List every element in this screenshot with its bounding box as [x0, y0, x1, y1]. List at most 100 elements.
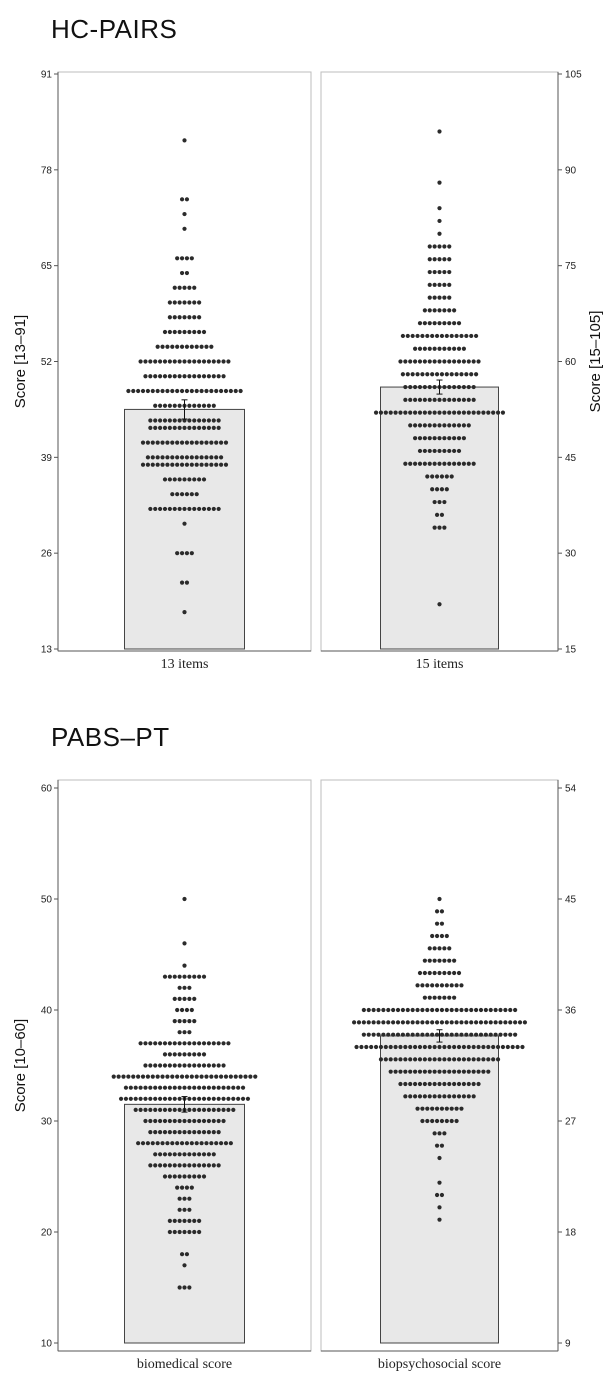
- data-point: [422, 461, 427, 466]
- data-point: [422, 346, 427, 351]
- data-point: [466, 384, 471, 390]
- data-point: [454, 1118, 459, 1124]
- data-point: [442, 461, 447, 466]
- data-point: [197, 359, 202, 364]
- data-point: [427, 295, 432, 300]
- data-point: [192, 996, 197, 1001]
- data-point: [459, 1106, 464, 1111]
- data-point: [439, 933, 445, 939]
- data-point: [391, 1007, 396, 1013]
- data-point: [427, 1081, 432, 1087]
- data-point: [430, 1118, 435, 1124]
- data-point: [500, 1044, 506, 1050]
- data-point: [422, 384, 427, 390]
- data-point: [172, 285, 177, 290]
- data-point: [172, 1163, 177, 1168]
- data-point: [179, 440, 185, 445]
- left-tick-label: 50: [41, 895, 53, 906]
- data-point: [425, 1118, 430, 1124]
- data-point: [442, 397, 447, 402]
- data-point: [486, 410, 491, 415]
- data-point: [206, 1163, 211, 1168]
- data-point: [150, 455, 155, 460]
- data-point: [187, 315, 192, 320]
- data-point: [422, 1057, 427, 1062]
- data-point: [182, 315, 187, 320]
- data-point: [461, 461, 466, 466]
- data-point: [452, 1081, 457, 1087]
- data-point: [177, 1030, 182, 1035]
- data-point: [466, 397, 471, 402]
- data-point: [405, 372, 410, 377]
- data-point: [422, 448, 427, 454]
- data-point: [420, 1007, 425, 1013]
- data-point: [209, 462, 214, 467]
- data-point: [158, 1107, 163, 1112]
- data-point: [187, 1196, 192, 1201]
- data-point: [391, 1020, 396, 1025]
- data-point: [447, 1081, 452, 1087]
- data-point: [177, 477, 182, 482]
- data-point: [471, 384, 476, 390]
- data-point: [434, 1106, 440, 1111]
- data-point: [427, 308, 432, 313]
- data-point: [403, 461, 408, 466]
- data-point: [427, 244, 432, 249]
- data-point: [437, 282, 442, 287]
- data-point: [442, 436, 447, 441]
- data-point: [420, 1032, 425, 1037]
- data-point: [417, 423, 423, 428]
- category-label-1: 13 items: [161, 657, 209, 670]
- data-point: [182, 610, 187, 615]
- data-point: [439, 1143, 445, 1148]
- data-point: [452, 995, 457, 1000]
- data-point: [427, 461, 432, 466]
- data-point: [194, 1074, 199, 1079]
- data-point: [415, 1020, 420, 1025]
- data-point: [228, 1141, 233, 1146]
- left-axis-label: Score [10–60]: [12, 1019, 29, 1112]
- data-point: [201, 329, 207, 335]
- data-point: [162, 1174, 168, 1179]
- data-point: [214, 1074, 219, 1079]
- data-point: [422, 423, 427, 428]
- data-point: [223, 462, 229, 467]
- data-point: [187, 1163, 192, 1168]
- data-point: [221, 1063, 226, 1068]
- data-point: [162, 1063, 168, 1068]
- data-point: [240, 1085, 246, 1090]
- data-point: [437, 180, 442, 185]
- data-point: [192, 1118, 197, 1124]
- data-point: [425, 474, 430, 479]
- data-point: [469, 1032, 474, 1037]
- data-point: [184, 455, 190, 460]
- data-point: [413, 436, 418, 441]
- data-point: [430, 487, 435, 492]
- data-point: [381, 1020, 386, 1025]
- data-point: [439, 474, 445, 479]
- data-point: [442, 282, 447, 287]
- data-point: [177, 1019, 182, 1024]
- data-point: [179, 580, 185, 585]
- data-point: [449, 333, 454, 339]
- data-point: [194, 388, 199, 394]
- category-label-2: biopsychosocial score: [378, 1357, 501, 1372]
- data-point: [437, 410, 442, 415]
- data-point: [403, 1094, 408, 1099]
- data-point: [165, 388, 170, 394]
- data-point: [408, 1094, 413, 1099]
- data-point: [398, 1057, 403, 1062]
- data-point: [442, 308, 447, 313]
- data-point: [442, 1057, 447, 1062]
- data-point: [165, 1141, 170, 1146]
- data-point: [182, 1174, 187, 1179]
- data-point: [437, 1094, 442, 1099]
- data-point: [158, 418, 163, 423]
- data-point: [177, 1041, 182, 1046]
- data-point: [452, 384, 457, 390]
- data-point: [223, 1141, 229, 1146]
- data-point: [158, 1118, 163, 1124]
- data-point: [432, 995, 437, 1000]
- data-point: [182, 374, 187, 379]
- data-point: [437, 308, 442, 313]
